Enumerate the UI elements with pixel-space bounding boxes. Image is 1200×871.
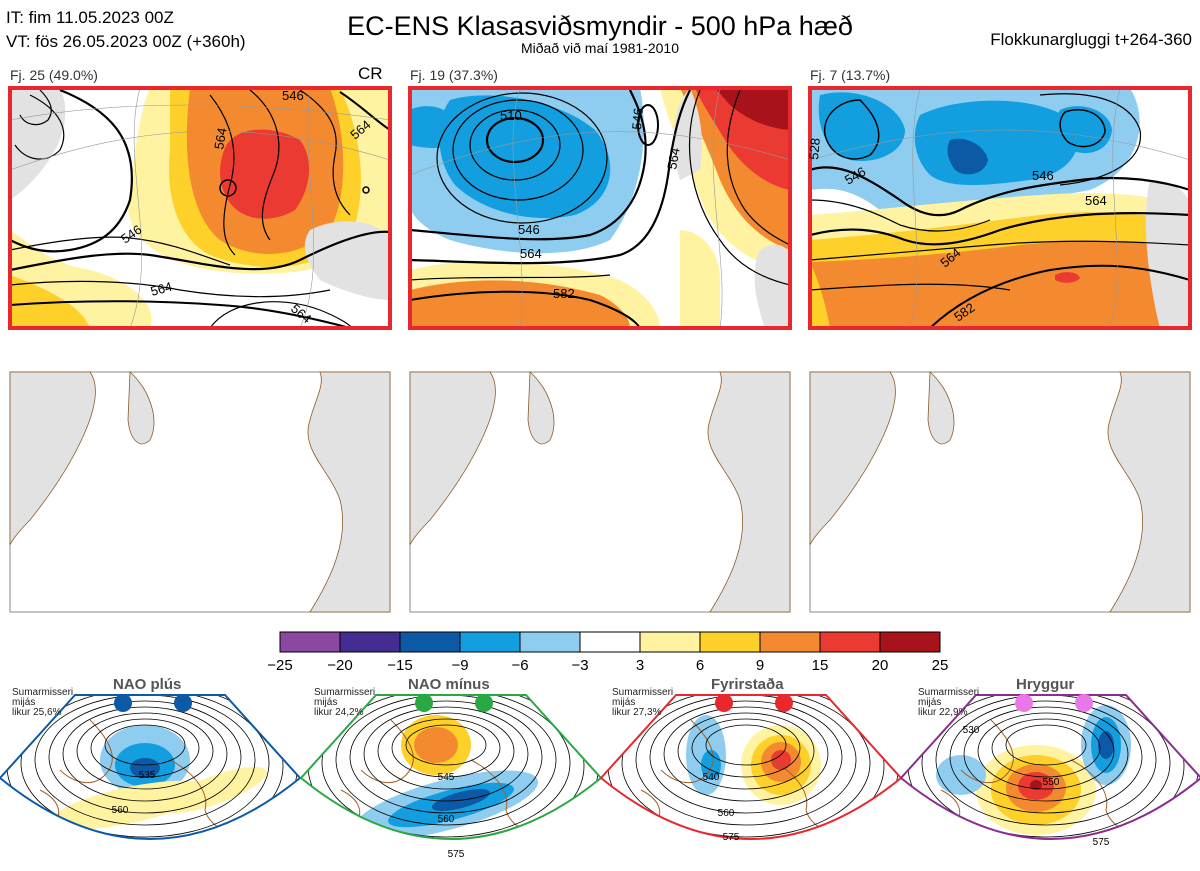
cluster-2-contour-label: 564 bbox=[664, 147, 683, 171]
colorbar-swatch bbox=[879, 631, 941, 653]
colorbar-swatch bbox=[459, 631, 521, 653]
regime-2-title: NAO mínus bbox=[408, 676, 490, 693]
colorbar-tick-label: 15 bbox=[812, 657, 829, 674]
regime-2-note: Sumarmisseri mijás likur 24,2% bbox=[314, 687, 376, 718]
colorbar-swatch bbox=[579, 631, 641, 653]
cluster-2-contour-label: 510 bbox=[500, 108, 522, 123]
regime-indicator-dot bbox=[1015, 694, 1033, 712]
colorbar-tick-label: 9 bbox=[756, 657, 764, 674]
regime-contour-label: 550 bbox=[1043, 777, 1060, 788]
regime-contour-label: 575 bbox=[1093, 837, 1110, 848]
colorbar-tick-label: −6 bbox=[511, 657, 528, 674]
regime-3-title: Fyrirstaða bbox=[711, 676, 784, 693]
cluster-1-contour-label: 564 bbox=[149, 279, 174, 299]
regime-indicator-dot bbox=[174, 694, 192, 712]
regime-1-title: NAO plús bbox=[113, 676, 182, 693]
regime-3-note: Sumarmisseri mijás likur 27,3% bbox=[612, 687, 674, 718]
colorbar-tick-label: 25 bbox=[932, 657, 949, 674]
colorbar-tick-label: −25 bbox=[267, 657, 292, 674]
cluster-2-contour-label: 564 bbox=[520, 246, 542, 261]
regime-contour-label: 560 bbox=[718, 808, 735, 819]
regime-indicator-dot bbox=[475, 694, 493, 712]
colorbar-swatch bbox=[399, 631, 461, 653]
cluster-3-contour-label: 564 bbox=[1085, 193, 1107, 208]
colorbar-swatch bbox=[519, 631, 581, 653]
regime-panel: 540 560 575 bbox=[599, 694, 903, 843]
regime-4-note: Sumarmisseri mijás likur 22,9% bbox=[918, 687, 980, 718]
regime-1-note: Sumarmisseri mijás likur 25,6% bbox=[12, 687, 74, 718]
regime-indicator-dot bbox=[715, 694, 733, 712]
regime-contour-label: 535 bbox=[139, 770, 156, 781]
regime-contour-label: 575 bbox=[448, 849, 465, 860]
regime-indicator-dot bbox=[1075, 694, 1093, 712]
cluster-2-contour-label: 546 bbox=[518, 222, 540, 237]
regime-contour-label: 560 bbox=[438, 814, 455, 825]
regime-indicator-dot bbox=[415, 694, 433, 712]
cluster-1-label: Fj. 25 (49.0%) bbox=[10, 67, 98, 83]
colorbar-tick-label: −3 bbox=[571, 657, 588, 674]
cluster-1-contour-label: 564 bbox=[211, 127, 230, 151]
regime-4-title: Hryggur bbox=[1016, 676, 1075, 693]
regime-contour-label: 540 bbox=[703, 772, 720, 783]
colorbar-swatch bbox=[699, 631, 761, 653]
regime-contour-label: 560 bbox=[112, 805, 129, 816]
init-time: IT: fim 11.05.2023 00Z bbox=[6, 8, 174, 27]
valid-time: VT: fös 26.05.2023 00Z (+360h) bbox=[6, 32, 246, 51]
empty-map-2 bbox=[409, 371, 791, 613]
colorbar-swatch bbox=[339, 631, 401, 653]
empty-map-3 bbox=[809, 371, 1191, 613]
cluster-3-map: 546 546 564 564 582 528 bbox=[806, 86, 1192, 330]
regime-panel: 530 550 575 bbox=[899, 694, 1200, 848]
empty-map-1 bbox=[9, 371, 391, 613]
cluster-1-map: 546 564 564 546 564 564 bbox=[8, 86, 392, 330]
cluster-3-label: Fj. 7 (13.7%) bbox=[810, 67, 891, 83]
colorbar-tick-label: −20 bbox=[327, 657, 352, 674]
regime-indicator-dot bbox=[114, 694, 132, 712]
header-run-info: IT: fim 11.05.2023 00Z VT: fös 26.05.202… bbox=[6, 6, 246, 54]
cluster-1-contour-label: 546 bbox=[282, 88, 304, 103]
classification-window: Flokkunargluggi t+264-360 bbox=[990, 30, 1192, 49]
regime-panels: 535 560 545 560 575 540 560 575 530 550 575 bbox=[0, 694, 1200, 860]
colorbar-tick-label: −9 bbox=[451, 657, 468, 674]
page-subtitle: Miðað við maí 1981-2010 bbox=[521, 40, 679, 56]
colorbar-tick-label: 6 bbox=[696, 657, 704, 674]
colorbar-tick-label: −15 bbox=[387, 657, 412, 674]
regime-contour-label: 530 bbox=[963, 725, 980, 736]
cluster-1-tag: CR bbox=[358, 64, 383, 83]
colorbar-swatch bbox=[279, 631, 341, 653]
cluster-2-map: 510 546 546 564 564 582 bbox=[408, 86, 792, 330]
colorbar-tick-label: 3 bbox=[636, 657, 644, 674]
regime-panel: 535 560 bbox=[0, 694, 302, 840]
colorbar-swatch bbox=[639, 631, 701, 653]
page-title: EC-ENS Klasasviðsmyndir - 500 hPa hæð bbox=[347, 11, 853, 41]
colorbar-swatch bbox=[819, 631, 881, 653]
regime-indicator-dot bbox=[775, 694, 793, 712]
colorbar: −25 −20 −15 −9 −6 −3 3 6 9 15 20 25 bbox=[267, 631, 949, 674]
colorbar-swatch bbox=[759, 631, 821, 653]
regime-contour-label: 575 bbox=[723, 832, 740, 843]
cluster-2-contour-label: 546 bbox=[629, 107, 646, 130]
colorbar-tick-label: 20 bbox=[872, 657, 889, 674]
cluster-2-contour-label: 582 bbox=[553, 286, 575, 301]
regime-contour-label: 545 bbox=[438, 772, 455, 783]
cluster-3-contour-label: 528 bbox=[806, 137, 823, 160]
cluster-3-contour-label: 546 bbox=[1032, 168, 1054, 183]
cluster-2-label: Fj. 19 (37.3%) bbox=[410, 67, 498, 83]
